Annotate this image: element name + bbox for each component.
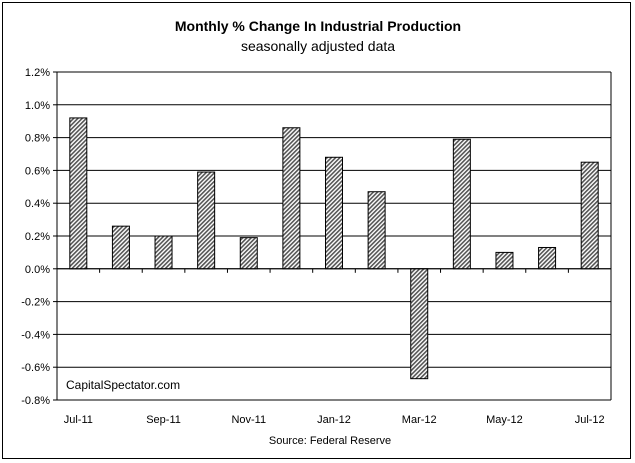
y-tick-label: 0.0% [25,264,50,276]
x-tick-label: Jul-11 [64,414,93,426]
chart-subtitle: seasonally adjusted data [241,38,395,54]
x-tick-label: Nov-11 [231,414,266,426]
x-tick-label: Mar-12 [402,414,437,426]
bar [410,268,429,380]
y-tick-label: 1.0% [25,100,50,112]
bar [452,138,471,270]
bar [282,127,301,270]
bar [154,235,173,270]
y-tick-label: 1.2% [25,67,50,79]
y-tick-label: 0.2% [25,231,50,243]
bar [111,225,130,270]
bar [580,161,599,270]
x-tick-label: May-12 [486,414,523,426]
bar [367,191,386,270]
source-label: Source: Federal Reserve [269,435,391,447]
y-tick-label: -0.6% [21,362,50,374]
x-tick-label: Sep-11 [146,414,181,426]
bar [495,251,514,270]
bar [239,237,258,270]
y-tick-label: 0.4% [25,198,50,210]
bar [69,117,88,270]
y-tick-label: 0.6% [25,165,50,177]
bar [197,171,216,270]
y-tick-label: -0.2% [21,297,50,309]
bar [325,156,343,270]
y-tick-label: -0.4% [21,329,50,341]
bar [538,246,557,270]
x-tick-label: Jul-12 [575,414,605,426]
watermark-label: CapitalSpectator.com [66,378,180,392]
chart-frame [2,2,631,459]
y-tick-label: -0.8% [21,395,50,407]
y-tick-label: 0.8% [25,133,50,145]
chart-title: Monthly % Change In Industrial Productio… [175,18,461,34]
x-tick-label: Jan-12 [317,414,351,426]
